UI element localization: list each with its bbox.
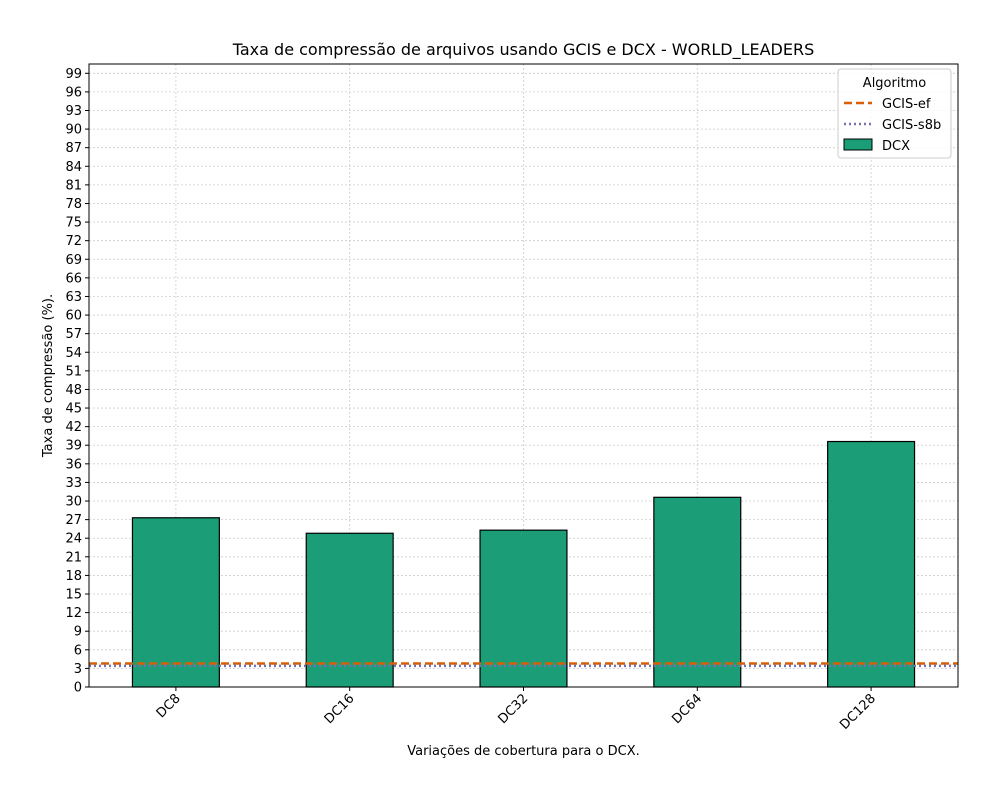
y-tick-label: 12 <box>65 606 82 621</box>
y-tick-label: 78 <box>65 197 82 212</box>
y-tick-label: 90 <box>65 123 82 138</box>
y-tick-label: 3 <box>74 662 82 677</box>
y-tick-label: 24 <box>65 532 82 547</box>
y-tick-label: 30 <box>65 495 82 510</box>
legend-label-gcis-ef: GCIS-ef <box>882 97 931 112</box>
bars <box>131 440 916 688</box>
y-tick-label: 27 <box>65 513 82 528</box>
y-tick-label: 21 <box>65 550 82 565</box>
x-ticks: DC8 DC16 DC32 DC64 DC128 <box>154 687 879 733</box>
x-axis-label: Variações de cobertura para o DCX. <box>407 744 640 759</box>
y-tick-label: 81 <box>65 178 82 193</box>
y-tick-label: 33 <box>65 476 82 491</box>
x-tick-label: DC16 <box>322 691 358 727</box>
y-tick-label: 60 <box>65 309 82 324</box>
legend-label-dcx: DCX <box>882 139 910 154</box>
legend-swatch-dcx <box>843 138 873 151</box>
y-tick-label: 6 <box>74 643 82 658</box>
y-tick-label: 69 <box>65 253 82 268</box>
y-tick-label: 84 <box>65 160 82 175</box>
grid <box>89 64 958 688</box>
y-tick-label: 57 <box>65 327 82 342</box>
y-tick-label: 36 <box>65 457 82 472</box>
y-tick-label: 96 <box>65 85 82 100</box>
y-tick-label: 93 <box>65 104 82 119</box>
x-tick-label: DC32 <box>496 691 532 727</box>
legend-label-gcis-s8b: GCIS-s8b <box>882 118 941 133</box>
bar-dc16 <box>305 532 394 688</box>
legend-title: Algoritmo <box>863 76 926 91</box>
legend-box <box>837 68 952 159</box>
y-axis-label: Taxa de compressão (%). <box>41 294 56 458</box>
y-tick-label: 0 <box>74 681 82 696</box>
x-tick-label: DC64 <box>669 691 705 727</box>
bar-dc64 <box>653 496 742 688</box>
bar-dc32 <box>479 529 568 688</box>
y-tick-label: 9 <box>74 625 82 640</box>
y-tick-label: 39 <box>65 439 82 454</box>
legend: Algoritmo GCIS-ef GCIS-s8b DCX <box>837 68 952 159</box>
x-tick-label: DC128 <box>837 691 879 733</box>
y-tick-label: 87 <box>65 141 82 156</box>
y-ticks: 0369121518212427303336394245485154576063… <box>65 67 89 696</box>
y-tick-label: 63 <box>65 290 82 305</box>
x-tick-label: DC8 <box>154 691 184 721</box>
y-tick-label: 18 <box>65 569 82 584</box>
y-tick-label: 48 <box>65 383 82 398</box>
reference-lines <box>89 662 958 668</box>
y-tick-label: 72 <box>65 234 82 249</box>
y-tick-label: 51 <box>65 364 82 379</box>
y-tick-label: 75 <box>65 216 82 231</box>
chart-title: Taxa de compressão de arquivos usando GC… <box>232 40 814 60</box>
y-tick-label: 54 <box>65 346 82 361</box>
y-tick-label: 66 <box>65 271 82 286</box>
bar-dc128 <box>827 440 916 688</box>
bar-dc8 <box>131 517 220 688</box>
y-tick-label: 15 <box>65 588 82 603</box>
y-tick-label: 99 <box>65 67 82 82</box>
y-tick-label: 42 <box>65 420 82 435</box>
y-tick-label: 45 <box>65 402 82 417</box>
